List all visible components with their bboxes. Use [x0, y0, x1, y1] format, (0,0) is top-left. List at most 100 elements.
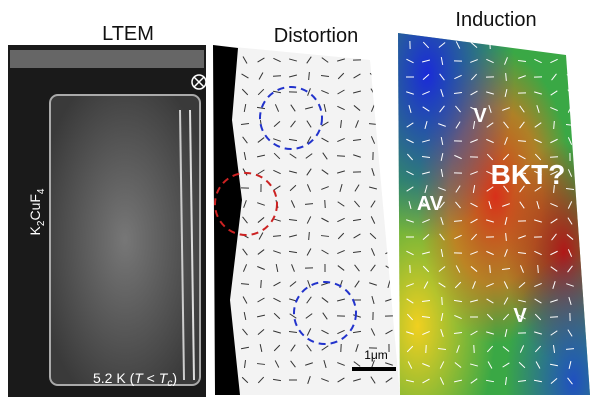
vector-arrow [486, 91, 494, 95]
vector-arrow [260, 279, 262, 289]
vector-arrow [387, 183, 391, 193]
vector-arrow [337, 250, 345, 254]
vector-arrow [438, 123, 446, 127]
vector-arrow [306, 216, 312, 224]
vector-arrow [537, 40, 539, 50]
vector-arrow [454, 281, 462, 289]
vector-arrow [520, 41, 524, 49]
vector-arrow [439, 361, 445, 369]
vector-arrow [323, 360, 327, 368]
vector-arrow [337, 329, 345, 335]
vector-arrow [550, 42, 558, 48]
formula-part: CuF [27, 194, 43, 220]
vector-arrow [503, 121, 509, 129]
vector-arrow [550, 250, 558, 256]
temp-sub: c [167, 378, 172, 389]
vector-arrow [437, 347, 447, 351]
vector-arrow [455, 201, 461, 209]
vector-arrow [518, 282, 526, 288]
vector-arrow [504, 328, 508, 338]
vector-arrow [550, 378, 558, 384]
vector-arrow [566, 74, 574, 80]
vector-arrow [486, 298, 494, 304]
vector-arrow [486, 219, 494, 223]
vector-arrow [486, 58, 494, 64]
vector-arrow [273, 169, 281, 175]
vector-arrow [565, 348, 575, 350]
vector-arrow [518, 154, 526, 160]
vector-arrow [290, 344, 296, 352]
vector-arrow [321, 121, 329, 127]
vector-arrow [552, 344, 556, 354]
vector-arrow [501, 44, 511, 46]
vector-arrow [308, 71, 310, 81]
vector-arrow [566, 283, 574, 287]
vector-arrow [306, 344, 312, 352]
vector-arrow [353, 154, 361, 158]
vector-arrow [370, 104, 376, 112]
vector-arrow [470, 73, 478, 81]
vector-arrow [337, 217, 345, 223]
vector-arrow [307, 88, 311, 96]
vector-arrow [550, 266, 558, 272]
vector-arrow [550, 138, 558, 144]
region-label: V [473, 105, 487, 127]
vector-arrow [567, 265, 573, 273]
vector-arrow [486, 186, 494, 192]
vector-arrow [321, 378, 329, 382]
vector-arrow [408, 105, 412, 113]
vector-arrow [370, 248, 376, 256]
vector-arrow [454, 314, 462, 320]
vector-arrow [321, 90, 329, 94]
vector-arrow [503, 185, 509, 193]
vector-arrow [455, 121, 461, 129]
vector-arrow [305, 153, 313, 159]
vector-arrow [257, 297, 265, 303]
vector-arrow [406, 170, 414, 176]
vector-arrow [273, 120, 281, 128]
vector-arrow [385, 137, 393, 143]
vector-arrow [502, 153, 510, 161]
vector-arrow [439, 105, 445, 113]
vector-arrow [422, 265, 430, 273]
vector-arrow [440, 56, 444, 66]
vector-arrow [321, 282, 329, 286]
vector-arrow [568, 297, 572, 305]
vector-arrow [406, 91, 414, 95]
vector-arrow [289, 281, 297, 287]
vector-arrow [533, 379, 543, 383]
vector-arrow [289, 234, 297, 238]
vector-arrow [439, 201, 445, 209]
vector-arrow [243, 359, 247, 369]
vector-arrow [424, 185, 428, 193]
vector-arrow [553, 120, 555, 130]
vector-arrow [486, 122, 494, 128]
vector-arrow [505, 232, 507, 242]
vector-arrow [517, 379, 527, 383]
vector-arrow [257, 137, 265, 143]
vector-arrow [534, 186, 542, 192]
vector-arrow [470, 299, 478, 303]
vector-arrow [567, 249, 573, 257]
vector-arrow [422, 41, 430, 49]
formula-sub: 4 [36, 188, 47, 194]
vector-arrow [405, 379, 415, 383]
vector-arrow [422, 330, 430, 336]
vector-arrow [502, 362, 510, 368]
vector-arrow [273, 152, 281, 160]
vector-arrow [369, 232, 377, 240]
vector-arrow [385, 170, 393, 174]
vector-arrow [536, 105, 540, 113]
vector-arrow [440, 136, 444, 146]
vector-arrow [241, 88, 249, 96]
vector-arrow [273, 57, 281, 63]
vector-arrow [306, 248, 312, 256]
vector-arrow [370, 200, 376, 208]
vector-arrow [337, 105, 345, 111]
vector-arrow [273, 250, 281, 254]
vector-arrow [242, 136, 248, 144]
vector-arrow [385, 106, 393, 110]
vector-arrow [353, 378, 361, 382]
vector-arrow [422, 73, 430, 81]
vector-arrow [242, 328, 248, 336]
